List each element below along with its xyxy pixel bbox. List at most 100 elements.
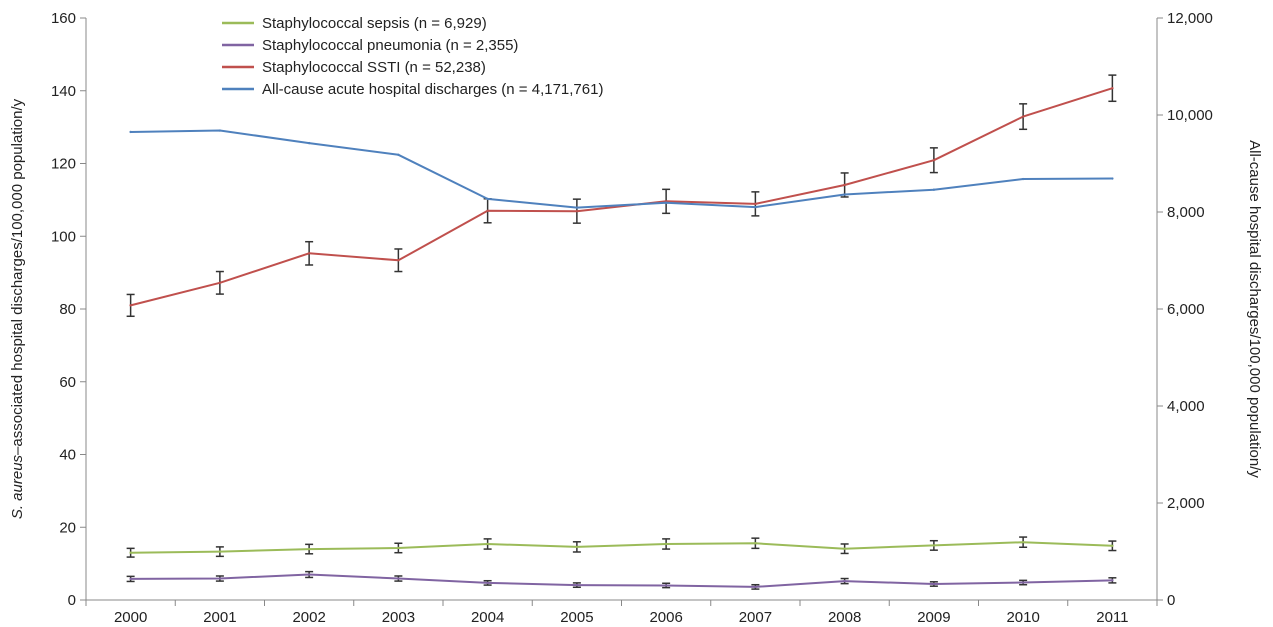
- data-point: [664, 201, 668, 204]
- data-point: [307, 252, 311, 255]
- y-left-tick-label: 0: [68, 592, 76, 609]
- x-tick-label: 2003: [382, 609, 415, 626]
- data-point: [486, 197, 489, 201]
- data-point: [218, 281, 222, 285]
- legend-item: All-cause acute hospital discharges (n =…: [222, 81, 603, 98]
- data-point: [932, 159, 936, 162]
- series-line: [130, 129, 1113, 209]
- series-3: [129, 129, 1114, 209]
- x-tick-label: 2006: [649, 609, 682, 626]
- data-point: [1111, 177, 1114, 180]
- data-point: [397, 546, 400, 550]
- x-tick-label: 2010: [1006, 609, 1039, 626]
- data-point: [843, 183, 846, 187]
- y-left-tick-label: 160: [51, 10, 76, 27]
- y-right-tick-label: 4,000: [1167, 398, 1205, 415]
- data-point: [129, 551, 132, 554]
- data-point: [307, 573, 311, 576]
- legend-label: Staphylococcal sepsis (n = 6,929): [262, 15, 487, 32]
- y-left-tick-label: 80: [59, 301, 76, 318]
- series-line: [130, 573, 1113, 588]
- y-axis-right-label: All-cause hospital discharges/100,000 po…: [1246, 140, 1263, 478]
- y-right-tick-label: 8,000: [1167, 204, 1205, 221]
- data-point: [1021, 115, 1025, 118]
- data-point: [129, 130, 132, 134]
- data-point: [486, 209, 489, 212]
- data-point: [1021, 581, 1025, 584]
- x-tick-label: 2001: [203, 609, 236, 626]
- data-point: [1111, 579, 1114, 582]
- data-point: [575, 206, 579, 209]
- data-point: [843, 547, 846, 550]
- y-axis-left-label-italic: S. aureus: [9, 454, 26, 519]
- data-point: [932, 582, 936, 586]
- data-point: [664, 584, 668, 587]
- y-right-tick-label: 12,000: [1167, 10, 1213, 27]
- y-right-tick-label: 2,000: [1167, 495, 1205, 512]
- data-point: [129, 304, 132, 307]
- data-point: [129, 577, 132, 581]
- axis-labels: S. aureus–associated hospital discharges…: [9, 98, 1263, 519]
- data-point: [218, 550, 222, 553]
- data-point: [218, 577, 222, 580]
- data-point: [754, 202, 757, 206]
- data-point: [218, 129, 222, 132]
- tick-labels: 0 20 40 60 80 100 120 140 160 0 2,000 4,000 6,000 8,0…: [51, 10, 1213, 626]
- x-tick-label: 2007: [739, 609, 772, 626]
- x-tick-label: 2004: [471, 609, 504, 626]
- legend-label: All-cause acute hospital discharges (n =…: [262, 81, 603, 98]
- data-point: [1111, 544, 1114, 548]
- data-point: [575, 545, 579, 549]
- data-point: [932, 188, 936, 191]
- y-axis-left-label: S. aureus–associated hospital discharges…: [9, 98, 26, 519]
- x-tick-label: 2000: [114, 609, 147, 626]
- data-point: [486, 542, 489, 546]
- data-point: [397, 259, 400, 262]
- data-point: [754, 542, 757, 545]
- y-left-tick-label: 140: [51, 83, 76, 100]
- series-0: [126, 536, 1117, 558]
- data-point: [575, 583, 579, 587]
- x-tick-label: 2002: [292, 609, 325, 626]
- legend-label: Staphylococcal pneumonia (n = 2,355): [262, 37, 518, 54]
- data-point: [397, 577, 400, 580]
- series-line: [130, 87, 1113, 307]
- y-right-tick-label: 10,000: [1167, 107, 1213, 124]
- data-point: [843, 579, 846, 583]
- data-point: [307, 141, 311, 145]
- x-tick-label: 2009: [917, 609, 950, 626]
- y-right-tick-label: 6,000: [1167, 301, 1205, 318]
- data-point: [1111, 87, 1114, 90]
- y-left-tick-label: 120: [51, 156, 76, 173]
- data-point: [754, 205, 757, 209]
- data-point: [754, 585, 757, 589]
- series-line: [130, 541, 1113, 554]
- data-point: [1021, 177, 1025, 181]
- legend-item: Staphylococcal pneumonia (n = 2,355): [222, 37, 518, 54]
- data-point: [664, 542, 668, 546]
- y-left-tick-label: 40: [59, 447, 76, 464]
- series-1: [126, 570, 1117, 590]
- data-point: [843, 193, 846, 196]
- legend-label: Staphylococcal SSTI (n = 52,238): [262, 59, 486, 76]
- data-point: [307, 547, 311, 551]
- y-right-tick-label: 0: [1167, 592, 1175, 609]
- x-tick-label: 2011: [1096, 609, 1128, 626]
- data-point: [486, 581, 489, 585]
- x-tick-label: 2008: [828, 609, 861, 626]
- axes: [80, 17, 1163, 606]
- data-point: [575, 209, 579, 213]
- y-left-tick-label: 100: [51, 228, 76, 245]
- legend-item: Staphylococcal SSTI (n = 52,238): [222, 59, 486, 76]
- series-2: [126, 74, 1117, 318]
- data-point: [397, 153, 400, 156]
- legend: Staphylococcal sepsis (n = 6,929) Staphyl…: [222, 15, 603, 98]
- data-point: [1021, 540, 1025, 544]
- legend-item: Staphylococcal sepsis (n = 6,929): [222, 15, 487, 32]
- data-point: [932, 544, 936, 547]
- y-left-tick-label: 60: [59, 374, 76, 391]
- y-axis-left-label-rest: –associated hospital discharges/100,000 …: [9, 98, 26, 455]
- x-tick-label: 2005: [560, 609, 593, 626]
- y-left-tick-label: 20: [59, 519, 76, 536]
